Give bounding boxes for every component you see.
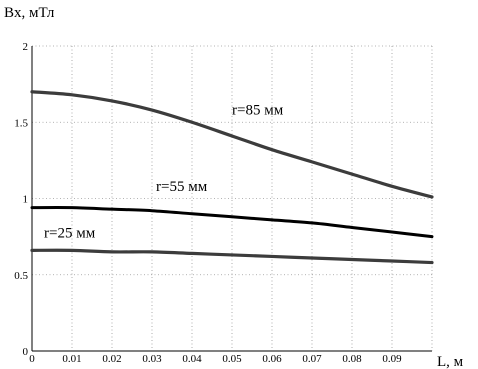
- x-tick-label: 0.07: [302, 353, 322, 365]
- x-tick-label: 0.06: [262, 353, 282, 365]
- y-tick-label: 1: [23, 194, 29, 206]
- x-tick-label: 0.01: [62, 353, 81, 365]
- series-line-1: [30, 90, 434, 199]
- x-tick-label: 0.04: [182, 353, 202, 365]
- series-line-2: [30, 206, 434, 239]
- y-tick-label: 1.5: [14, 117, 28, 129]
- x-tick-label: 0: [29, 353, 35, 365]
- series-line-3: [30, 248, 434, 265]
- tick-layer: 0 0.01 0.02 0.03 0.04 0.05 0.06 0.07 0.08 0.09 0 0.…: [14, 41, 402, 365]
- series-label-1: r=85 мм: [232, 103, 284, 119]
- y-tick-label: 2: [23, 41, 29, 53]
- series-label-3: r=25 мм: [44, 225, 96, 241]
- label-layer: r=85 мм r=55 мм r=25 мм: [44, 103, 284, 242]
- series-label-2: r=55 мм: [156, 179, 208, 195]
- x-axis-title: L, м: [437, 354, 464, 369]
- axes-layer: [31, 46, 432, 352]
- y-tick-label: 0: [23, 346, 29, 358]
- x-tick-label: 0.03: [142, 353, 162, 365]
- series-layer: [30, 90, 434, 265]
- x-tick-label: 0.02: [102, 353, 121, 365]
- y-tick-label: 0.5: [14, 270, 28, 282]
- y-axis-title: Bx, мТл: [4, 5, 55, 21]
- x-tick-label: 0.05: [222, 353, 242, 365]
- x-tick-label: 0.08: [342, 353, 362, 365]
- x-tick-label: 0.09: [382, 353, 402, 365]
- grid-layer: [32, 45, 433, 351]
